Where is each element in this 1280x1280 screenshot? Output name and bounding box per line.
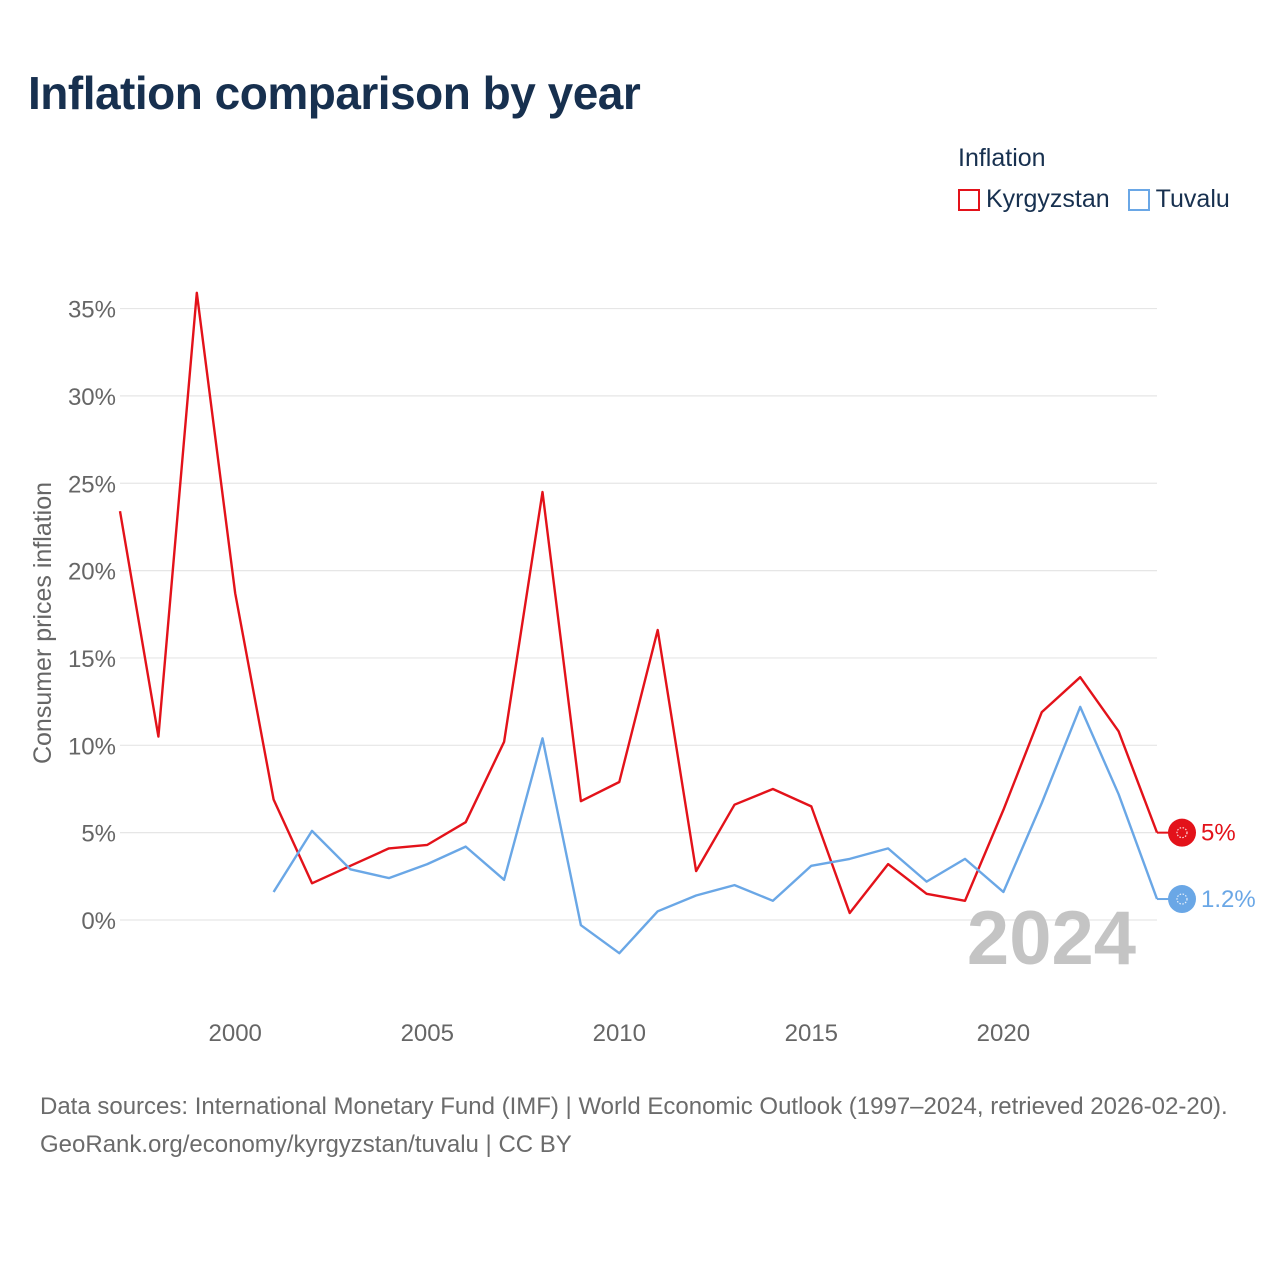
series-line-kyrgyzstan[interactable] — [118, 291, 1159, 915]
flag-emblem-tuvalu — [1176, 893, 1188, 905]
legend-title: Inflation — [958, 144, 1046, 172]
legend-swatch-kyrgyzstan — [958, 188, 980, 211]
grid-lines — [120, 307, 1157, 921]
y-tick-label: 10% — [68, 733, 116, 760]
x-tick-label: 2000 — [209, 1020, 262, 1047]
series-lines — [118, 291, 1159, 955]
x-tick-label: 2010 — [593, 1020, 646, 1047]
source-line-url[interactable]: GeoRank.org/economy/kyrgyzstan/tuvalu | … — [40, 1131, 572, 1158]
legend: Kyrgyzstan Tuvalu — [958, 185, 1230, 214]
legend-swatch-tuvalu — [1127, 188, 1150, 211]
y-axis-label: Consumer prices inflation — [29, 482, 57, 764]
y-tick-label: 30% — [68, 384, 116, 411]
flag-emblem-kyrgyzstan — [1176, 827, 1188, 839]
legend-label-tuvalu: Tuvalu — [1155, 185, 1230, 213]
y-axis-ticks: 0% 5% 10% 15% 20% 25% 30% 35% — [68, 297, 116, 935]
end-label-tuvalu: 1.2% — [1201, 886, 1256, 913]
x-tick-label: 2005 — [401, 1020, 454, 1047]
x-tick-label: 2020 — [977, 1020, 1030, 1047]
series-end-markers: 5% 1.2% — [1157, 818, 1256, 914]
x-tick-label: 2015 — [785, 1020, 838, 1047]
y-tick-label: 0% — [81, 908, 116, 935]
legend-item-tuvalu[interactable]: Tuvalu — [1127, 185, 1230, 214]
y-tick-label: 15% — [68, 646, 116, 673]
y-tick-label: 5% — [81, 821, 116, 848]
year-watermark: 2024 — [967, 896, 1136, 981]
line-chart: 0%5%10%15%20%25%30%35% 2000 2005 2010 2015 2… — [29, 291, 1256, 1047]
legend-item-kyrgyzstan[interactable]: Kyrgyzstan — [958, 185, 1110, 214]
y-tick-label: 25% — [68, 471, 116, 498]
series-line-tuvalu[interactable] — [272, 705, 1159, 955]
chart-title: Inflation comparison by year — [28, 67, 641, 119]
legend-label-kyrgyzstan: Kyrgyzstan — [986, 185, 1110, 213]
y-tick-label: 35% — [68, 297, 116, 324]
source-line-data: Data sources: International Monetary Fun… — [40, 1093, 1228, 1120]
source-note: Data sources: International Monetary Fun… — [40, 1088, 1250, 1164]
flag-icon-kyrgyzstan — [1168, 818, 1196, 847]
y-tick-label: 20% — [68, 559, 116, 586]
flag-icon-tuvalu — [1168, 885, 1196, 914]
x-axis-ticks: 2000 2005 2010 2015 2020 — [209, 1020, 1031, 1047]
end-label-kyrgyzstan: 5% — [1201, 820, 1236, 847]
